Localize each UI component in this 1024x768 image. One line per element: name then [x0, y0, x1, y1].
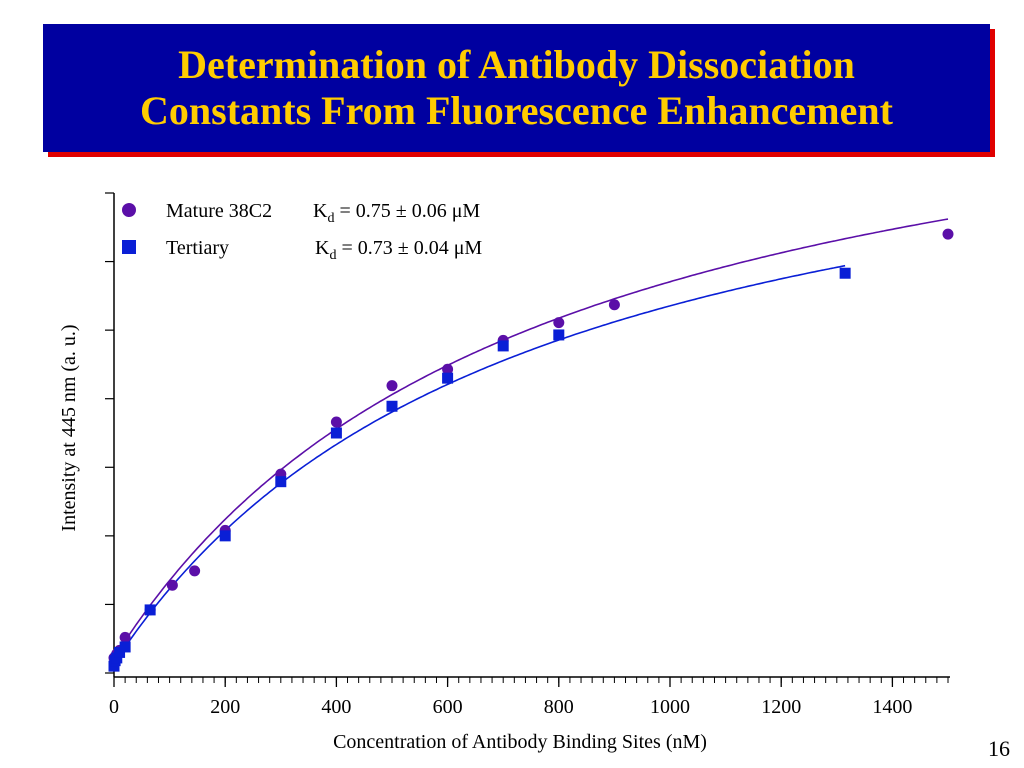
title-banner: Determination of Antibody Dissociation C…	[43, 24, 990, 152]
page-number: 16	[988, 736, 1010, 761]
legend: Mature 38C2 Kd = 0.75 ± 0.06 μM Tertiary Kd…	[122, 200, 482, 263]
x-tick-label: 1200	[761, 696, 801, 718]
mature-point	[386, 380, 398, 392]
x-tick-label: 600	[433, 696, 463, 718]
legend-kd: Kd = 0.73 ± 0.04 μM	[315, 237, 482, 263]
mature-point	[189, 565, 201, 577]
tertiary-point	[553, 329, 565, 341]
tertiary-point	[219, 530, 231, 542]
x-axis-title: Concentration of Antibody Binding Sites …	[333, 731, 707, 753]
axes: 0 200 400 600 800 1000 1200 1400	[105, 192, 950, 718]
tertiary-point	[497, 340, 509, 352]
tertiary-point	[442, 372, 454, 384]
mature-point	[330, 416, 342, 428]
x-tick-label: 1000	[650, 696, 690, 718]
x-tick-label: 200	[210, 696, 240, 718]
tertiary-point	[144, 604, 156, 616]
x-tick-label: 1400	[872, 696, 912, 718]
y-axis-title: Intensity at 445 nm (a. u.)	[58, 324, 80, 531]
mature-point	[942, 228, 954, 240]
mature-point	[166, 579, 178, 591]
fit-curves	[113, 218, 949, 664]
slide-title-line-1: Determination of Antibody Dissociation	[178, 42, 855, 87]
tertiary-point	[386, 400, 398, 412]
tertiary-point	[330, 427, 342, 439]
legend-series-name: Tertiary	[166, 237, 229, 259]
x-tick-label: 800	[544, 696, 574, 718]
data-points	[108, 228, 954, 672]
legend-square-marker	[122, 240, 136, 254]
fit-curve-tertiary	[113, 264, 846, 664]
mature-point	[553, 317, 565, 329]
tertiary-point	[275, 476, 287, 488]
mature-point	[608, 299, 620, 311]
slide-title-line-2: Constants From Fluorescence Enhancement	[140, 88, 893, 133]
x-tick-label: 400	[321, 696, 351, 718]
x-tick-label: 0	[109, 696, 119, 718]
mature-point	[119, 631, 131, 643]
tertiary-point	[114, 646, 126, 658]
fit-curve-mature	[113, 218, 949, 659]
tertiary-point	[839, 267, 851, 279]
legend-series-name: Mature 38C2	[166, 200, 272, 222]
mature-point	[442, 363, 454, 375]
legend-kd: Kd = 0.75 ± 0.06 μM	[313, 200, 480, 226]
tertiary-point	[119, 641, 131, 653]
legend-circle-marker	[122, 203, 136, 217]
